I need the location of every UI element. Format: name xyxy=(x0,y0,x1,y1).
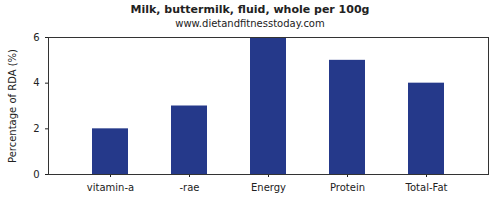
svg-text:0: 0 xyxy=(33,169,39,180)
svg-text:Protein: Protein xyxy=(330,182,365,193)
html-text:Milk, buttermilk, fluid, whole: Milk, buttermilk, fluid, whole per 100g xyxy=(130,3,370,16)
svg-text:Energy: Energy xyxy=(251,182,286,193)
svg-text:Percentage of RDA (%): Percentage of RDA (%) xyxy=(7,49,18,163)
svg-text:Total-Fat: Total-Fat xyxy=(405,182,448,193)
html-text:www.dietandfitnesstoday.com: www.dietandfitnesstoday.com xyxy=(175,18,325,29)
svg-text:6: 6 xyxy=(33,32,39,43)
svg-text:4: 4 xyxy=(33,77,39,88)
svg-text:-rae: -rae xyxy=(180,182,200,193)
svg-text:2: 2 xyxy=(33,123,39,134)
svg-text:vitamin-a: vitamin-a xyxy=(87,182,134,193)
